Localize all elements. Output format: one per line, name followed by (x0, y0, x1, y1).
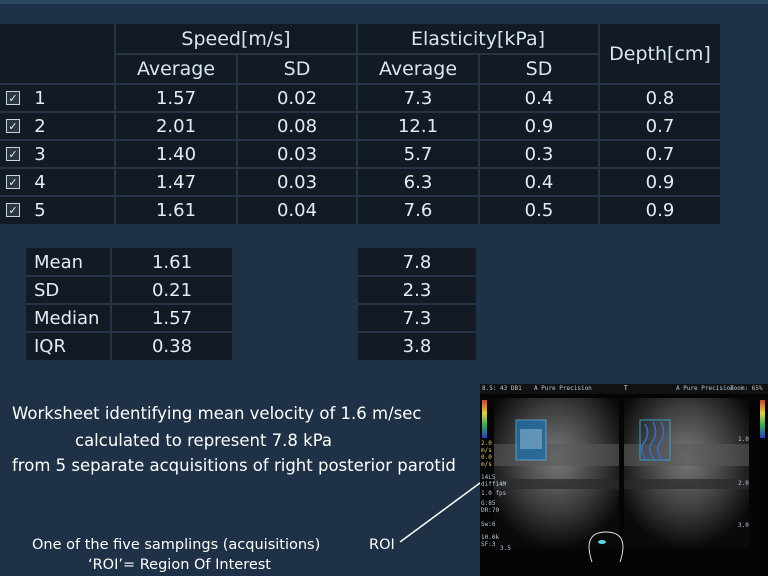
caption-line-2: calculated to represent 7.8 kPa (75, 431, 333, 450)
stat-label-iqr: IQR (34, 335, 66, 357)
row-2-el-avg: 12.1 (397, 115, 439, 137)
us-header-left: 8.5: 43 DB1 (482, 385, 522, 392)
bottom-caption-line-2: ‘ROI’= Region Of Interest (88, 557, 271, 573)
speed-stats-table: Mean SD Median IQR 1.61 0.21 1.57 0.38 (26, 248, 232, 360)
row-3-index: 3 (34, 143, 46, 165)
elasticity-average-header: Average (378, 58, 458, 80)
check-icon: ✓ (8, 147, 18, 161)
us-depth-3: 3.0 (738, 522, 749, 529)
row-2-speed-sd: 0.08 (276, 115, 318, 137)
row-4-speed-sd: 0.03 (276, 171, 318, 193)
us-scale-unit-top: m/s (481, 447, 492, 454)
row-2-index: 2 (34, 115, 46, 137)
row-5-depth: 0.9 (645, 199, 675, 221)
speed-iqr: 0.38 (151, 335, 193, 357)
row-2-el-sd: 0.9 (524, 115, 554, 137)
row-4-depth: 0.9 (645, 171, 675, 193)
row-4-checkbox[interactable]: ✓ (6, 175, 20, 189)
bottom-caption-line-1: One of the five samplings (acquisitions) (32, 537, 321, 553)
check-icon: ✓ (8, 175, 18, 189)
row-5-index: 5 (34, 199, 46, 221)
caption-line-1: Worksheet identifying mean velocity of 1… (12, 404, 422, 423)
row-5-el-avg: 7.6 (403, 199, 433, 221)
row-3-speed-sd: 0.03 (276, 143, 318, 165)
speed-average-header: Average (136, 58, 216, 80)
speed-group-header: Speed[m/s] (181, 28, 291, 50)
elasticity-mean: 7.8 (402, 251, 432, 273)
caption-line-3: from 5 separate acquisitions of right po… (12, 456, 456, 475)
speed-sd: 0.21 (151, 279, 193, 301)
us-scale-bottom: 0.0 (481, 454, 492, 461)
row-4-el-avg: 6.3 (403, 171, 433, 193)
us-depth-1: 1.0 (738, 436, 749, 443)
row-3-speed-avg: 1.40 (155, 143, 197, 165)
acquisition-table: Speed[m/s] Elasticity[kPa] Depth[cm] Ave… (0, 24, 720, 224)
speed-mean: 1.61 (151, 251, 193, 273)
row-3-checkbox[interactable]: ✓ (6, 147, 20, 161)
stat-label-mean: Mean (34, 251, 84, 273)
ultrasound-render (480, 384, 768, 563)
stat-label-sd: SD (34, 279, 60, 301)
row-5-el-sd: 0.5 (524, 199, 554, 221)
check-icon: ✓ (8, 119, 18, 133)
us-dynamic-range: DR:70 (481, 507, 500, 514)
stat-label-median: Median (34, 307, 100, 329)
row-5-speed-avg: 1.61 (155, 199, 197, 221)
us-sweep: Sw:6 (481, 521, 496, 528)
us-scale-top: 2.0 (481, 440, 492, 447)
row-3-el-sd: 0.3 (524, 143, 554, 165)
top-edge-bar (0, 0, 768, 4)
row-5-speed-sd: 0.04 (276, 199, 318, 221)
roi-label: ROI (369, 537, 395, 553)
row-2-speed-avg: 2.01 (155, 115, 197, 137)
elasticity-sd: 2.3 (402, 279, 432, 301)
check-icon: ✓ (8, 91, 18, 105)
elasticity-group-header: Elasticity[kPa] (410, 28, 546, 50)
us-depth-2: 2.0 (738, 480, 749, 487)
row-2-depth: 0.7 (645, 115, 675, 137)
us-probe-mode: diff14M (481, 481, 507, 488)
row-1-speed-sd: 0.02 (276, 87, 318, 109)
row-1-index: 1 (34, 87, 46, 109)
row-4-speed-avg: 1.47 (155, 171, 197, 193)
speed-median: 1.57 (151, 307, 193, 329)
us-probe-model: 14L5 (481, 474, 496, 481)
elasticity-sd-header: SD (525, 58, 553, 80)
elasticity-iqr: 3.8 (402, 335, 432, 357)
depth-header: Depth[cm] (609, 43, 711, 65)
row-1-el-avg: 7.3 (403, 87, 433, 109)
speed-sd-header: SD (283, 58, 311, 80)
row-3-depth: 0.7 (645, 143, 675, 165)
us-header-mid-1: A Pure Precision (534, 385, 592, 392)
us-frequency: 10.0k (481, 534, 500, 541)
elasticity-median: 7.3 (402, 307, 432, 329)
us-header-right: Zoom: 65% (730, 385, 763, 392)
row-1-checkbox[interactable]: ✓ (6, 91, 20, 105)
us-frame-rate: 1.0 fps (481, 490, 507, 497)
check-icon: ✓ (8, 203, 18, 217)
us-depth-4: 3.5 (500, 545, 511, 552)
ultrasound-image: 8.5: 43 DB1 A Pure Precision T A Pure Pr… (480, 384, 768, 576)
row-1-el-sd: 0.4 (524, 87, 554, 109)
us-marker: T (624, 385, 628, 392)
us-sf: SF:3 (481, 541, 496, 548)
elasticity-stats-table: 7.8 2.3 7.3 3.8 (358, 248, 476, 360)
row-1-speed-avg: 1.57 (155, 87, 197, 109)
us-header-mid-2: A Pure Precision (676, 385, 734, 392)
us-scale-unit-bottom: m/s (481, 461, 492, 468)
row-1-depth: 0.8 (645, 87, 675, 109)
row-2-checkbox[interactable]: ✓ (6, 119, 20, 133)
row-3-el-avg: 5.7 (403, 143, 433, 165)
us-gain: G:85 (481, 500, 496, 507)
row-4-el-sd: 0.4 (524, 171, 554, 193)
row-4-index: 4 (34, 171, 46, 193)
row-5-checkbox[interactable]: ✓ (6, 203, 20, 217)
